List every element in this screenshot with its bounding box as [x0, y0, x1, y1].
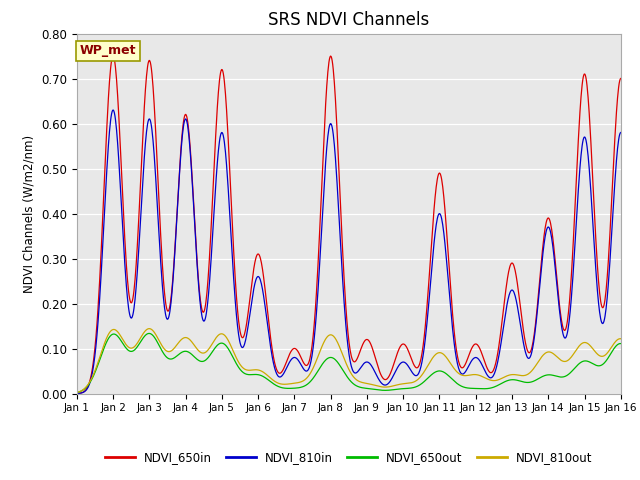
Y-axis label: NDVI Channels (W/m2/nm): NDVI Channels (W/m2/nm)	[22, 134, 36, 293]
Title: SRS NDVI Channels: SRS NDVI Channels	[268, 11, 429, 29]
Text: WP_met: WP_met	[79, 44, 136, 58]
Legend: NDVI_650in, NDVI_810in, NDVI_650out, NDVI_810out: NDVI_650in, NDVI_810in, NDVI_650out, NDV…	[100, 446, 597, 469]
